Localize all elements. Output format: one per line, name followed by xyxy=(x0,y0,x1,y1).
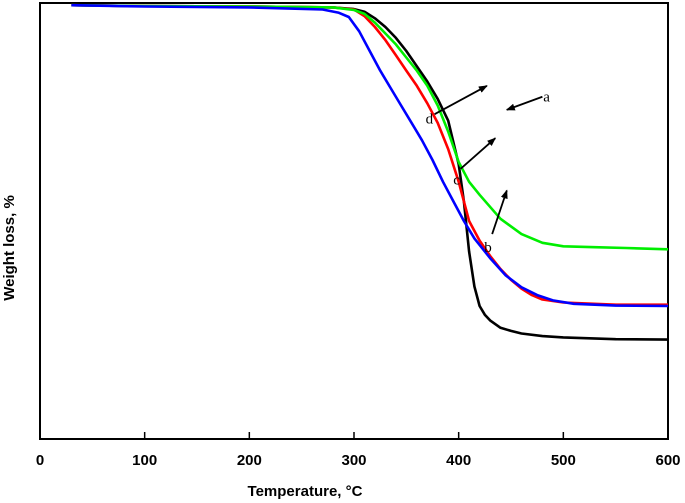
annotation-label-a: a xyxy=(543,90,550,106)
annotation-label-d: d xyxy=(426,112,434,128)
y-axis-title: Weight loss, % xyxy=(1,195,18,301)
annotation-arrow-a xyxy=(505,95,543,111)
annotation-label-c: c xyxy=(453,173,460,189)
x-tick-label: 400 xyxy=(446,452,471,469)
annotation-arrow-b xyxy=(491,189,508,235)
plot-frame xyxy=(39,2,669,440)
annotation-arrow-c xyxy=(460,137,497,170)
x-tick-label: 500 xyxy=(551,452,576,469)
x-tick-label: 300 xyxy=(341,452,366,469)
annotation-label-b: b xyxy=(484,240,492,256)
x-tick-label: 100 xyxy=(132,452,157,469)
x-tick-label: 600 xyxy=(655,452,680,469)
series-line-c xyxy=(71,3,669,251)
series-line-a xyxy=(71,3,669,341)
x-axis-title: Temperature, °C xyxy=(248,483,363,500)
x-tick-label: 0 xyxy=(36,452,44,469)
annotation-arrow-d xyxy=(434,85,488,115)
series-line-d xyxy=(71,3,669,308)
x-tick-label: 200 xyxy=(237,452,262,469)
